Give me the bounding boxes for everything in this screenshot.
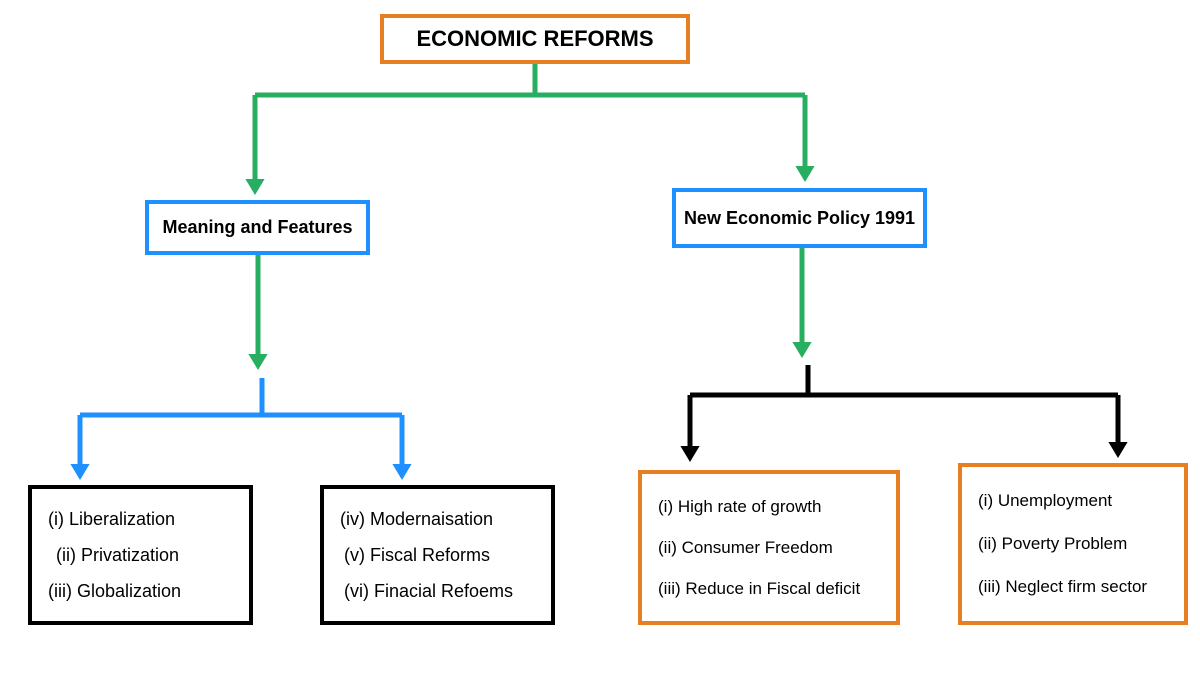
- black-split-connector: [0, 0, 1200, 675]
